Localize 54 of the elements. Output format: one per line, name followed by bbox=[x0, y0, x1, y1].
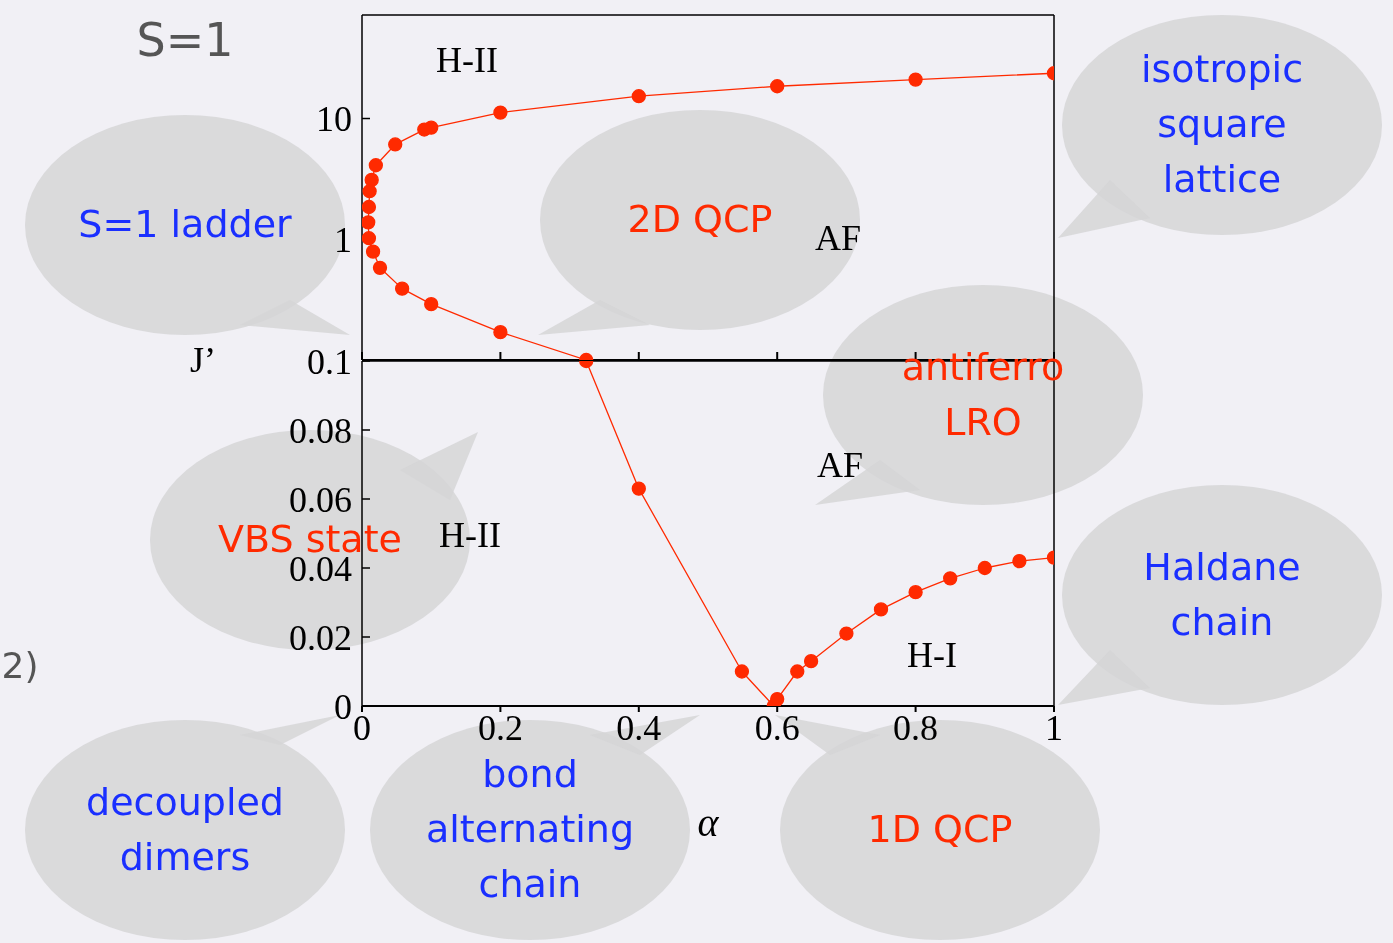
text: bond alternating chain bbox=[424, 751, 636, 909]
text: 2) bbox=[1, 644, 39, 686]
annotation: 2D QCP bbox=[627, 197, 773, 242]
x-tick-label: 0.6 bbox=[754, 707, 800, 748]
point bbox=[631, 89, 646, 104]
point bbox=[770, 691, 785, 706]
point bbox=[943, 571, 958, 586]
point bbox=[734, 664, 750, 679]
point bbox=[368, 158, 383, 173]
text: decoupled dimers bbox=[85, 778, 285, 881]
point bbox=[873, 602, 889, 617]
point bbox=[790, 664, 805, 679]
point bbox=[362, 231, 377, 246]
point bbox=[362, 199, 377, 215]
annotation: H-I bbox=[907, 634, 957, 676]
y-tick-label: 0.08 bbox=[289, 410, 352, 451]
y-tick-label: 1 bbox=[334, 220, 352, 261]
point bbox=[493, 105, 508, 120]
text: 1D QCP bbox=[866, 806, 1014, 854]
y-axis-title: J’ bbox=[190, 339, 216, 381]
y-tick-label: 0.02 bbox=[289, 617, 352, 658]
y-tick-label: 0.1 bbox=[307, 341, 352, 382]
x-axis-title: α bbox=[697, 798, 719, 846]
x-tick-label: 1 bbox=[1045, 707, 1063, 748]
point bbox=[365, 244, 381, 259]
point bbox=[803, 654, 819, 669]
point bbox=[417, 122, 432, 137]
x-tick-label: 0.2 bbox=[477, 707, 523, 748]
point bbox=[1012, 553, 1027, 569]
point bbox=[372, 260, 388, 275]
point bbox=[424, 297, 439, 312]
point bbox=[631, 481, 646, 496]
point bbox=[908, 585, 923, 600]
point bbox=[362, 184, 377, 199]
x-tick-label: 0.8 bbox=[893, 707, 939, 748]
y-tick-label: 0.06 bbox=[289, 479, 352, 520]
point bbox=[394, 281, 410, 296]
text: Haldane chain bbox=[1142, 543, 1302, 646]
annotation: H-II bbox=[439, 514, 501, 556]
text: S=1 ladder bbox=[77, 201, 293, 249]
point bbox=[908, 72, 923, 87]
annotation: AF bbox=[816, 444, 864, 486]
annotation: AF bbox=[814, 217, 862, 259]
y-tick-label: 10 bbox=[316, 99, 352, 140]
point bbox=[362, 215, 376, 230]
x-tick-label: 0.4 bbox=[616, 707, 662, 748]
annotation: H-II bbox=[436, 39, 498, 81]
chart-title: S=1 bbox=[136, 13, 234, 67]
point bbox=[839, 626, 854, 641]
text: isotropic square lattice bbox=[1139, 46, 1305, 204]
point bbox=[770, 79, 785, 94]
point bbox=[493, 325, 508, 340]
point bbox=[388, 137, 403, 152]
point bbox=[977, 560, 992, 576]
